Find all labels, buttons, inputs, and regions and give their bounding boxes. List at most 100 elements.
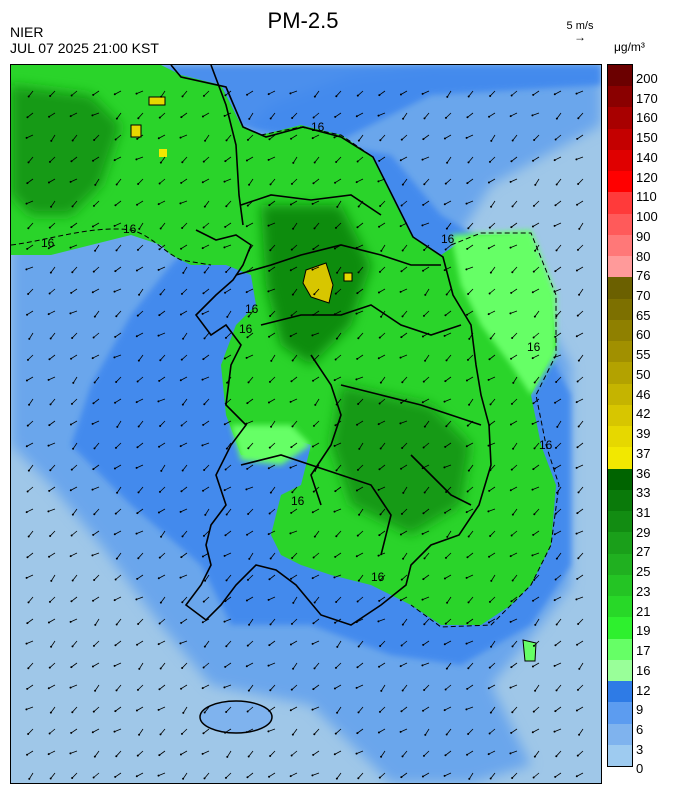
wind-arrow-head xyxy=(399,290,402,293)
wind-arrow xyxy=(72,706,78,713)
wind-arrow xyxy=(467,552,474,558)
wind-arrow xyxy=(489,354,496,360)
wind-arrow-head xyxy=(93,579,96,582)
wind-arrow xyxy=(356,750,364,754)
wind-arrow-head xyxy=(268,578,271,581)
wind-arrow-head xyxy=(400,401,403,404)
wind-arrow xyxy=(26,310,34,316)
wind-arrow-head xyxy=(157,643,160,646)
wind-arrow-head xyxy=(180,292,183,295)
wind-arrow-head xyxy=(576,512,579,515)
wind-arrow-head xyxy=(378,94,381,97)
wind-arrow-head xyxy=(49,271,52,274)
wind-arrow-head xyxy=(532,159,535,162)
wind-arrow xyxy=(356,310,364,314)
wind-arrow xyxy=(489,90,496,97)
wind-arrow xyxy=(358,640,364,647)
wind-arrow xyxy=(490,134,496,142)
wind-arrow-head xyxy=(135,709,138,712)
wind-arrow-head xyxy=(444,445,447,448)
wind-arrow xyxy=(224,486,232,491)
wind-arrow xyxy=(94,376,100,383)
wind-arrow-head xyxy=(487,313,490,316)
wind-arrow xyxy=(158,398,166,402)
colorbar-tick-label: 50 xyxy=(636,366,651,382)
wind-arrow xyxy=(577,508,584,514)
wind-arrow-head xyxy=(576,203,579,206)
wind-arrow xyxy=(466,574,474,579)
wind-arrow-head xyxy=(268,512,271,515)
wind-arrow xyxy=(468,662,474,669)
wind-arrow xyxy=(94,244,100,252)
wind-arrow xyxy=(50,464,56,471)
wind-arrow xyxy=(182,398,188,405)
wind-arrow-head xyxy=(465,379,468,382)
wind-arrow xyxy=(291,178,298,185)
wind-arrow-head xyxy=(70,402,73,405)
wind-arrow xyxy=(92,156,100,162)
wind-arrow xyxy=(356,178,364,183)
wind-arrow xyxy=(312,442,320,447)
wind-arrow xyxy=(402,684,408,691)
wind-arrow-head xyxy=(380,755,383,758)
wind-arrow xyxy=(94,178,100,186)
wind-arrow-head xyxy=(25,202,28,205)
wind-arrow-head xyxy=(69,312,72,315)
colorbar-cell xyxy=(608,702,632,724)
wind-arrow xyxy=(93,640,100,647)
wind-arrow-head xyxy=(71,777,74,780)
wind-arrow xyxy=(446,420,452,427)
wind-arrow xyxy=(138,728,144,736)
wind-arrow-head xyxy=(246,270,249,273)
wind-arrow xyxy=(555,266,562,272)
wind-arrow-head xyxy=(534,689,537,692)
wind-arrow xyxy=(138,112,144,119)
wind-arrow xyxy=(335,222,342,229)
wind-arrow-head xyxy=(179,445,182,448)
wind-arrow-head xyxy=(399,533,402,536)
wind-arrow xyxy=(160,90,166,98)
wind-arrow xyxy=(72,200,78,207)
wind-arrow xyxy=(181,288,188,295)
wind-arrow xyxy=(314,596,320,603)
wind-arrow-head xyxy=(509,620,512,623)
wind-arrow xyxy=(116,750,122,757)
wind-arrow-head xyxy=(267,598,270,601)
wind-arrow xyxy=(160,530,166,538)
wind-arrow xyxy=(93,574,100,581)
wind-arrow-head xyxy=(356,534,359,537)
wind-arrow xyxy=(577,376,584,382)
wind-arrow-head xyxy=(423,425,426,428)
wind-arrow xyxy=(248,442,254,449)
wind-arrow-head xyxy=(402,557,405,560)
wind-arrow xyxy=(70,486,78,491)
wind-arrow-head xyxy=(531,488,534,491)
wind-arrow-head xyxy=(312,753,315,756)
wind-arrow xyxy=(71,464,78,470)
wind-arrow-head xyxy=(226,381,229,384)
wind-arrow xyxy=(136,772,144,777)
wind-arrow xyxy=(314,398,320,406)
wind-arrow xyxy=(92,486,100,490)
wind-arrow xyxy=(27,552,34,558)
colorbar-cell xyxy=(608,192,632,215)
wind-arrow-head xyxy=(71,139,74,142)
wind-arrow xyxy=(312,376,320,382)
wind-arrow-head xyxy=(555,557,558,560)
wind-arrow xyxy=(247,266,254,272)
wind-arrow xyxy=(468,222,474,229)
wind-arrow xyxy=(204,706,210,713)
wind-arrow xyxy=(291,442,298,448)
wind-arrow xyxy=(445,618,452,624)
wind-arrow-head xyxy=(421,664,424,667)
wind-arrow-head xyxy=(444,116,447,119)
wind-arrow xyxy=(291,750,298,756)
colorbar-cell xyxy=(608,744,632,767)
wind-arrow-head xyxy=(182,271,185,274)
wind-arrow xyxy=(556,244,562,251)
wind-arrow-head xyxy=(466,490,469,493)
wind-arrow-head xyxy=(27,161,30,164)
wind-arrow-head xyxy=(358,447,361,450)
wind-arrow-head xyxy=(224,94,227,97)
wind-arrow xyxy=(180,376,188,381)
